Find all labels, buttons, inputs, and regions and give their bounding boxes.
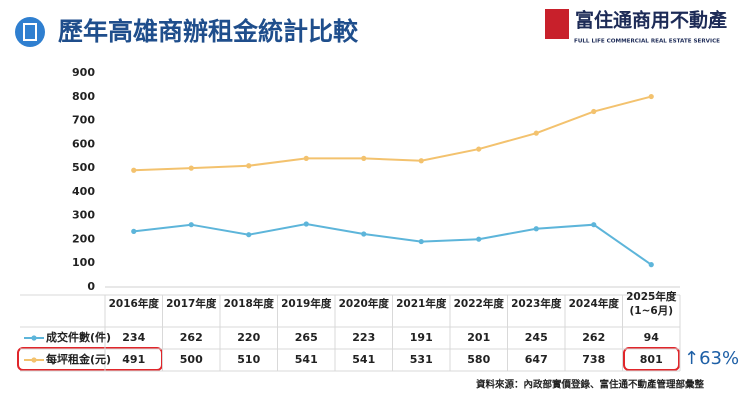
table-value: 265 <box>295 331 318 344</box>
point <box>361 231 367 237</box>
x-tick-label: 2022年度 <box>453 298 504 310</box>
point <box>476 146 482 152</box>
x-tick-label: 2018年度 <box>223 298 274 310</box>
point <box>418 158 424 164</box>
point <box>188 165 194 171</box>
table-value: 531 <box>410 353 433 366</box>
series-line <box>133 95 652 172</box>
logo-brand: 富住通商用不動產 <box>575 9 727 32</box>
y-tick-label: 500 <box>72 161 95 174</box>
table-value: 491 <box>122 353 145 366</box>
point <box>131 228 137 234</box>
point <box>246 232 252 238</box>
highlight-box <box>623 347 680 371</box>
point <box>591 108 597 115</box>
table-value: 262 <box>180 331 203 344</box>
point <box>418 238 424 245</box>
table-value: 801 <box>640 353 663 366</box>
x-tick-label: 2023年度 <box>511 298 562 310</box>
point <box>246 163 252 169</box>
point <box>303 155 309 161</box>
table-value: 94 <box>644 331 660 344</box>
x-tick-label: 2016年度 <box>108 298 159 310</box>
table-value: 541 <box>352 353 375 366</box>
y-tick-label: 700 <box>72 114 95 127</box>
point <box>648 262 654 268</box>
table-value: 541 <box>295 353 318 366</box>
annotation: ↑63% <box>684 348 739 369</box>
table-value: 738 <box>582 353 605 366</box>
x-tick-label: 2020年度 <box>338 298 389 310</box>
x-tick-label: 2019年度 <box>281 298 332 310</box>
legend-label: 每坪租金(元) <box>46 352 111 366</box>
source-note: 資料來源：內政部實價登錄、富住通不動產管理部彙整 <box>476 379 705 391</box>
table-value: 220 <box>237 331 260 344</box>
legend-label: 成交件數(件) <box>46 330 111 344</box>
title-icon <box>15 17 45 47</box>
point <box>648 93 654 100</box>
point <box>131 167 137 173</box>
table-value: 647 <box>525 353 548 366</box>
table-value: 510 <box>237 353 260 366</box>
y-tick-label: 200 <box>72 232 95 245</box>
legend-swatch <box>31 335 37 341</box>
logo-icon <box>545 9 569 39</box>
table-value: 191 <box>410 331 433 344</box>
point <box>476 236 482 242</box>
point <box>188 222 194 228</box>
legend-swatch <box>31 357 37 363</box>
y-tick-label: 300 <box>72 209 95 222</box>
point <box>591 222 597 228</box>
y-tick-label: 600 <box>72 137 95 150</box>
title-icon-glyph <box>23 23 37 41</box>
chart-title: 歷年高雄商辦租金統計比較 <box>58 17 359 46</box>
point <box>533 130 539 136</box>
table-value: 245 <box>525 331 548 344</box>
point <box>303 221 309 227</box>
y-tick-label: 800 <box>72 90 95 103</box>
point <box>533 226 539 232</box>
x-tick-label: 2025年度 (1~6月) <box>626 291 677 317</box>
x-tick-label: 2024年度 <box>568 298 619 310</box>
table-value: 580 <box>467 353 490 366</box>
table-value: 234 <box>122 331 145 344</box>
y-tick-label: 0 <box>87 280 95 293</box>
table-value: 262 <box>582 331 605 344</box>
table-value: 223 <box>352 331 375 344</box>
logo-brand-en: FULL LIFE COMMERCIAL REAL ESTATE SERVICE <box>574 39 720 45</box>
x-tick-label: 2021年度 <box>396 298 447 310</box>
table-value: 500 <box>180 353 203 366</box>
series-line <box>133 222 652 266</box>
x-tick-label: 2017年度 <box>166 298 217 310</box>
y-tick-label: 400 <box>72 185 95 198</box>
point <box>361 155 367 161</box>
table-value: 201 <box>467 331 490 344</box>
y-tick-label: 900 <box>72 66 95 79</box>
y-tick-label: 100 <box>72 256 95 269</box>
